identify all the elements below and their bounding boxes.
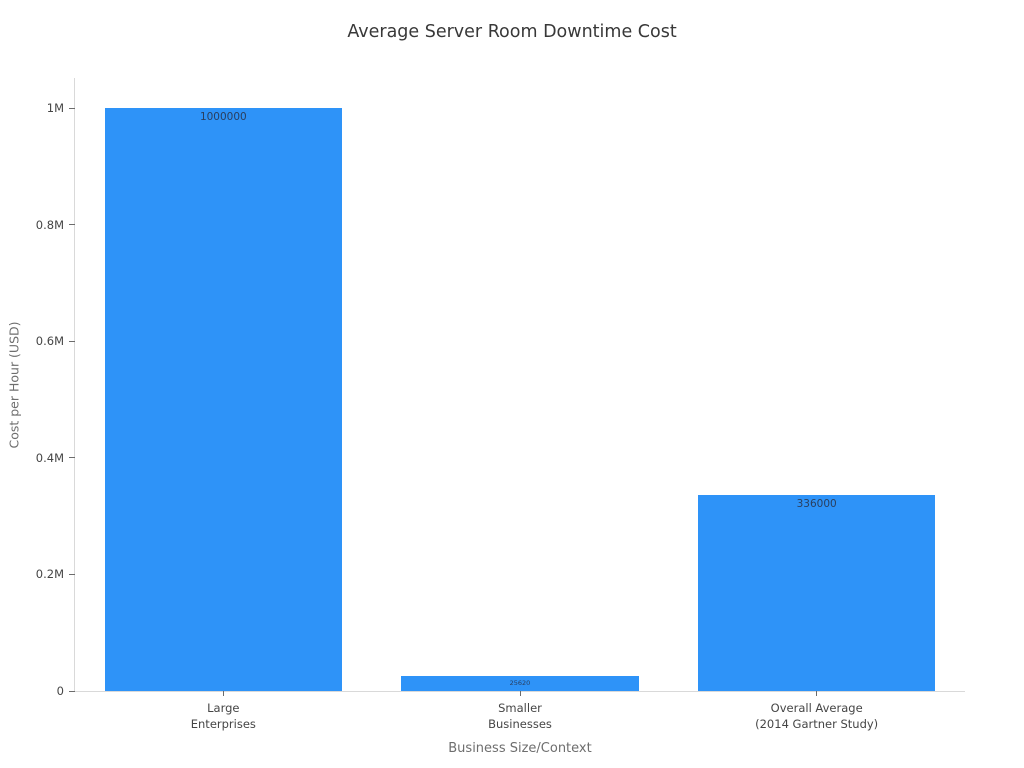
x-tick-mark xyxy=(222,691,224,696)
y-tick-mark xyxy=(69,224,75,226)
x-tick-label: Smaller Businesses xyxy=(488,700,552,732)
bar-3: 336000 xyxy=(698,495,936,691)
bar-2: 25620 xyxy=(401,676,639,691)
y-tick-label: 0.4M xyxy=(35,450,64,465)
y-axis-line xyxy=(74,78,75,692)
x-tick-label: Large Enterprises xyxy=(191,700,256,732)
y-tick-mark xyxy=(69,457,75,459)
x-tick-mark xyxy=(816,691,818,696)
chart-title: Average Server Room Downtime Cost xyxy=(347,22,677,42)
y-tick-label: 1M xyxy=(46,101,64,116)
x-tick-label-line: Overall Average xyxy=(770,701,863,715)
y-tick-label: 0 xyxy=(56,684,64,698)
y-tick-mark xyxy=(69,690,75,692)
y-tick-label: 0.6M xyxy=(35,334,64,349)
y-tick-mark xyxy=(69,107,75,109)
bar-value-label: 336000 xyxy=(796,498,837,511)
bar-1: 1000000 xyxy=(104,108,342,691)
y-tick-mark xyxy=(69,573,75,575)
x-tick-label-line: Smaller xyxy=(498,701,542,715)
y-tick-mark xyxy=(69,340,75,342)
bar-value-label: 1000000 xyxy=(199,111,247,124)
x-tick-label: Overall Average (2014 Gartner Study) xyxy=(755,700,878,732)
x-tick-label-line: Businesses xyxy=(488,717,552,731)
plot-area: 0 0.2M 0.4M 0.6M 0.8M 1M 1000000 Large Enterpris… xyxy=(36,78,965,731)
x-tick-label-line: Enterprises xyxy=(190,717,256,731)
y-axis-title: Cost per Hour (USD) xyxy=(6,321,22,449)
x-tick-label-line: Large xyxy=(207,701,240,715)
x-tick-mark xyxy=(519,691,521,696)
y-tick-label: 0.2M xyxy=(35,567,64,582)
bar-value-label: 25620 xyxy=(509,679,531,688)
y-tick-label: 0.8M xyxy=(35,217,64,232)
x-axis-title: Business Size/Context xyxy=(448,741,592,756)
x-tick-label-line: (2014 Gartner Study) xyxy=(755,717,879,731)
